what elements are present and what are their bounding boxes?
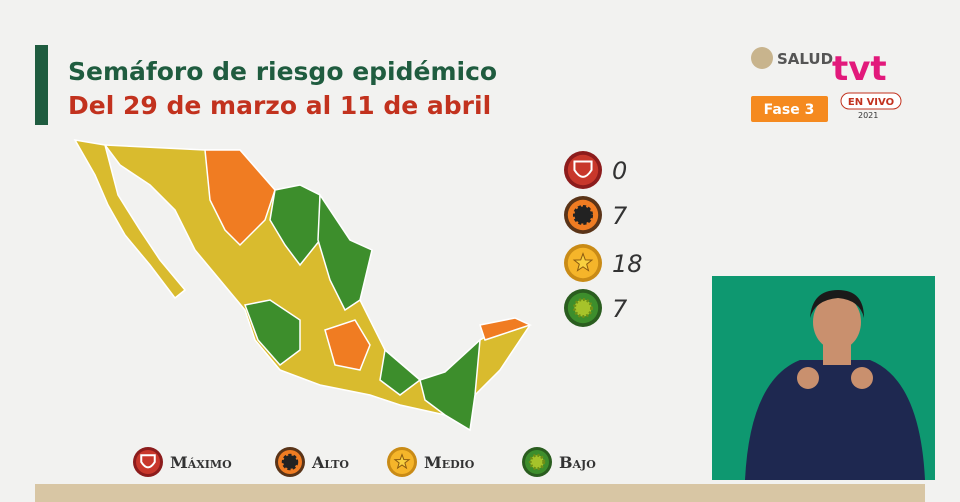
star [572,252,594,272]
live-text: EN VIVO [848,97,894,108]
region [317,192,373,312]
star [393,453,411,470]
region [479,317,533,341]
count: 18 [612,250,643,278]
sun [528,453,546,471]
title: Semáforo de riesgo epidémico [68,57,497,86]
year: 2021 [858,111,878,120]
gear [281,453,299,471]
level-icon [275,447,305,477]
level-icon [564,289,602,327]
seal [751,47,773,69]
level-icon [564,151,602,189]
phase-text: Fase 3 [764,102,815,118]
interpreter [745,290,925,480]
sun [572,297,594,319]
level-icon [387,447,417,477]
level-icon [564,196,602,234]
agency-logo: SALUD [777,50,833,68]
count: 7 [612,202,628,230]
icon-body [136,450,160,474]
icon-body [567,154,599,186]
accent-bar [35,45,48,125]
channel-logo: tvt [832,49,887,89]
bottom-strip [35,484,925,502]
region [269,184,321,267]
region [243,299,301,367]
level-icon [564,244,602,282]
live-badge [840,92,902,110]
count: 7 [612,295,628,323]
region [324,319,371,371]
legend-label: Alto [311,453,349,472]
map [73,139,533,432]
legend-label: Máximo [170,453,232,472]
region [73,139,187,300]
count: 0 [612,157,627,185]
level-icon [133,447,163,477]
legend-label: Medio [424,453,475,472]
gear [572,204,594,226]
region [204,149,276,247]
region [419,338,481,432]
shield [140,454,156,469]
phase-badge [751,96,828,122]
subtitle: Del 29 de marzo al 11 de abril [68,91,491,120]
shield [573,160,593,178]
legend-label: Bajo [559,453,596,472]
level-icon [522,447,552,477]
region [379,348,422,396]
